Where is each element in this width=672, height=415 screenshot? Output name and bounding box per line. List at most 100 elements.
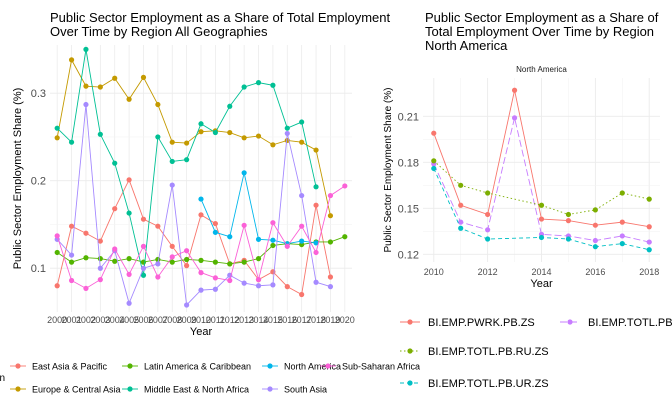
data-point — [169, 243, 175, 249]
x-tick-label: 2016 — [277, 315, 297, 325]
data-point — [184, 140, 190, 146]
y-tick-label: 0.15 — [398, 203, 419, 215]
data-point — [198, 270, 204, 276]
right-chart-title-line: Public Sector Employment as a Share of — [425, 10, 659, 25]
x-tick-label: 2004 — [105, 315, 125, 325]
data-point — [68, 252, 75, 258]
data-point — [227, 129, 233, 136]
data-point — [83, 285, 89, 291]
data-point — [255, 236, 262, 242]
series-bi-emp-totl-pb-ru-zs — [431, 158, 652, 218]
data-point — [299, 119, 305, 125]
y-tick-label: 0.18 — [398, 157, 419, 169]
x-tick-label: 2019 — [320, 315, 340, 325]
data-point — [97, 131, 103, 137]
data-point — [646, 247, 652, 253]
series-east-asia-pacific — [54, 177, 334, 298]
data-point — [299, 291, 305, 298]
data-point — [112, 75, 118, 81]
data-point — [241, 170, 247, 176]
data-point — [646, 196, 652, 202]
legend-item-bi-emp-totl-pb-ru-zs: BI.EMP.TOTL.PB.RU.ZS — [400, 346, 549, 358]
data-point — [431, 130, 437, 136]
data-point — [212, 259, 218, 265]
data-point — [485, 227, 491, 233]
data-point — [54, 125, 60, 131]
data-point — [327, 192, 334, 199]
data-point — [198, 287, 204, 293]
legend-key-point — [15, 363, 21, 369]
data-point — [155, 134, 161, 140]
x-tick-label: 2018 — [306, 315, 326, 325]
data-point — [112, 206, 118, 212]
data-point — [227, 234, 233, 240]
data-point — [299, 223, 305, 229]
data-point — [270, 220, 276, 226]
data-point — [511, 87, 518, 93]
x-tick-label: 2002 — [76, 315, 96, 325]
data-point — [458, 219, 464, 225]
legend-label: Latin America & Caribbean — [144, 362, 251, 372]
legend-label: BI.EMP.TOTL.PB.ZS — [588, 317, 672, 329]
data-point — [140, 74, 147, 80]
data-point — [299, 192, 305, 199]
data-point — [227, 261, 233, 267]
data-point — [511, 115, 518, 121]
data-point — [284, 243, 290, 249]
data-point — [327, 213, 334, 219]
x-axis-label: Year — [530, 278, 553, 290]
data-point — [646, 239, 652, 245]
legend-item-south-asia: South Asia — [262, 385, 327, 395]
series-europe-central-asia — [54, 57, 334, 219]
legend-key-point — [127, 363, 133, 369]
x-tick-label: 2008 — [162, 315, 182, 325]
x-tick-label: 2013 — [234, 315, 254, 325]
legend-key-point — [407, 380, 413, 386]
legend-label: East Asia & Pacific — [32, 362, 108, 372]
legend-key-point — [325, 363, 331, 369]
data-point — [97, 84, 103, 90]
data-point — [619, 219, 625, 225]
data-point — [212, 129, 218, 136]
legend-key-point — [267, 386, 273, 392]
data-point — [313, 184, 319, 190]
data-point — [140, 272, 147, 278]
data-point — [126, 210, 132, 216]
x-tick-label: 2012 — [220, 315, 240, 325]
data-point — [227, 277, 233, 284]
data-point — [112, 258, 118, 264]
data-point — [198, 121, 204, 127]
data-point — [83, 46, 89, 52]
legend-label: North America — [284, 362, 341, 372]
data-point — [169, 158, 175, 165]
data-point — [241, 84, 247, 90]
series-line — [56, 178, 331, 296]
data-point — [431, 158, 437, 164]
data-point — [169, 139, 175, 145]
x-tick-label: 2015 — [263, 315, 283, 325]
data-point — [68, 223, 75, 229]
legend-item-north-america: North America — [262, 362, 341, 372]
data-point — [184, 302, 190, 308]
legend-item-bi-emp-totl-pb-zs: BI.EMP.TOTL.PB.ZS — [560, 317, 672, 329]
data-point — [83, 83, 89, 89]
y-tick-label: 0.2 — [31, 176, 46, 188]
data-point — [299, 238, 305, 244]
data-point — [68, 277, 75, 284]
data-point — [184, 157, 190, 163]
data-point — [198, 196, 204, 202]
x-tick-label: 2016 — [585, 267, 605, 277]
data-point — [83, 101, 89, 108]
data-point — [140, 243, 147, 249]
legend-item-middle-east-north-africa: Middle East & North Africa — [122, 385, 249, 395]
x-tick-label: 2010 — [191, 315, 211, 325]
data-point — [270, 82, 276, 88]
series-bi-emp-pwrk-pb-zs — [431, 87, 652, 230]
data-point — [169, 182, 175, 188]
data-point — [241, 135, 247, 141]
data-point — [538, 202, 545, 208]
data-point — [155, 261, 161, 267]
data-point — [313, 279, 319, 285]
series-line — [56, 58, 331, 216]
series-bi-emp-totl-pb-ur-zs — [431, 165, 652, 253]
